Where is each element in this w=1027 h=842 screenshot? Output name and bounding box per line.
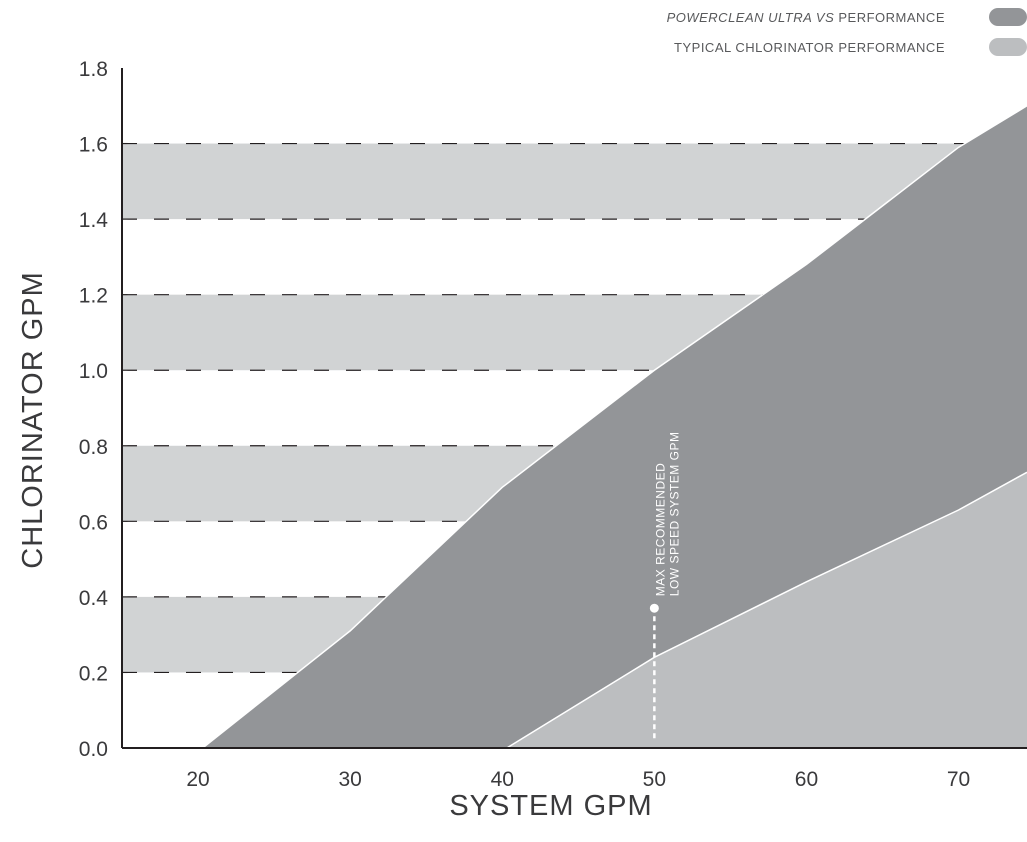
y-tick-label-1: 0.2 bbox=[79, 662, 108, 685]
legend-swatch-typical bbox=[989, 38, 1027, 56]
annotation-text-0: MAX RECOMMENDED bbox=[653, 463, 667, 597]
legend: POWERCLEAN ULTRA VS PERFORMANCE TYPICAL … bbox=[0, 0, 1027, 60]
x-tick-label-3: 50 bbox=[643, 768, 666, 791]
axes bbox=[121, 68, 1027, 749]
y-axis-title: CHLORINATOR GPM bbox=[17, 271, 49, 569]
x-tick-label-0: 20 bbox=[186, 768, 209, 791]
y-tick-label-6: 1.2 bbox=[79, 285, 108, 308]
series-line-0 bbox=[202, 105, 1027, 749]
legend-label-typical: TYPICAL CHLORINATOR PERFORMANCE bbox=[674, 39, 945, 55]
annotation-text-1: LOW SPEED SYSTEM GPM bbox=[667, 432, 681, 597]
legend-label-powerclean: POWERCLEAN ULTRA VS PERFORMANCE bbox=[666, 9, 945, 25]
y-tick-label-0: 0.0 bbox=[79, 738, 108, 761]
y-tick-label-3: 0.6 bbox=[79, 511, 108, 534]
legend-swatch-powerclean bbox=[989, 8, 1027, 26]
x-tick-label-5: 70 bbox=[947, 768, 970, 791]
y-tick-labels: 0.0 0.2 0.4 0.6 0.8 1.0 1.2 1.4 1.6 1.8 bbox=[79, 58, 109, 761]
y-tick-label-4: 0.8 bbox=[79, 436, 108, 459]
x-tick-label-1: 30 bbox=[338, 768, 361, 791]
y-tick-label-7: 1.4 bbox=[79, 209, 109, 232]
x-tick-label-4: 60 bbox=[795, 768, 818, 791]
annotation-group: MAX RECOMMENDED LOW SPEED SYSTEM GPM bbox=[649, 432, 681, 740]
x-tick-labels: 20 30 40 50 60 70 bbox=[186, 768, 970, 791]
grid-band-3 bbox=[122, 143, 1027, 220]
y-tick-label-8: 1.6 bbox=[79, 134, 108, 157]
series-areas bbox=[202, 105, 1027, 749]
legend-item-powerclean: POWERCLEAN ULTRA VS PERFORMANCE bbox=[667, 5, 1027, 29]
annotation-dot bbox=[649, 603, 659, 613]
series-area-1 bbox=[506, 472, 1027, 748]
y-tick-label-5: 1.0 bbox=[79, 360, 108, 383]
legend-item-typical: TYPICAL CHLORINATOR PERFORMANCE bbox=[674, 35, 1027, 59]
y-tick-label-9: 1.8 bbox=[79, 58, 108, 81]
x-axis-title: SYSTEM GPM bbox=[449, 790, 652, 822]
series-line-1 bbox=[506, 471, 1027, 749]
x-tick-label-2: 40 bbox=[491, 768, 514, 791]
y-tick-label-2: 0.4 bbox=[79, 587, 109, 610]
